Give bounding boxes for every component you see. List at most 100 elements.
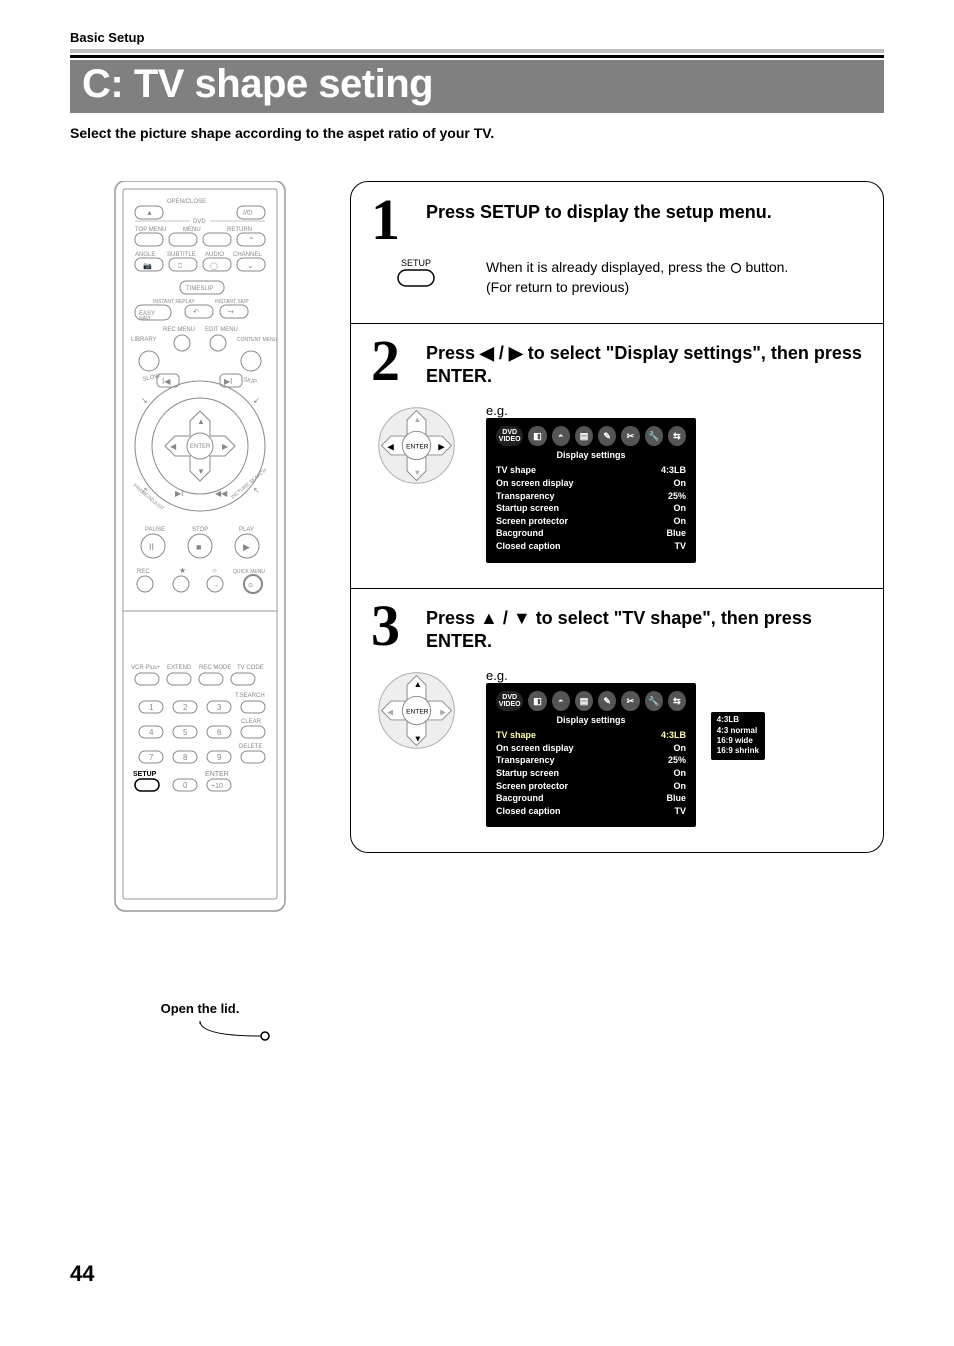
- svg-text:DVD: DVD: [193, 219, 206, 225]
- svg-text:+10: +10: [211, 783, 223, 790]
- svg-text:▶: ▶: [243, 542, 250, 552]
- svg-text:0: 0: [183, 781, 188, 790]
- svg-text:ENTER: ENTER: [205, 771, 229, 778]
- osd-icon: ✂: [621, 691, 639, 711]
- svg-text:↖: ↖: [253, 486, 260, 495]
- svg-text:REC MODE: REC MODE: [199, 665, 231, 671]
- osd-icon: ✎: [598, 691, 616, 711]
- svg-text:▶I: ▶I: [175, 489, 183, 498]
- svg-text:SETUP: SETUP: [133, 771, 157, 778]
- svg-text:○: ○: [212, 566, 217, 575]
- svg-text:INSTANT SKIP: INSTANT SKIP: [215, 299, 249, 305]
- svg-text:AUDIO: AUDIO: [205, 252, 224, 258]
- svg-text:RETURN: RETURN: [227, 227, 252, 233]
- svg-text:6: 6: [217, 728, 222, 737]
- step-1: 1 Press SETUP to display the setup menu.…: [350, 181, 884, 324]
- svg-text:◀: ◀: [387, 442, 394, 452]
- osd-preview: DVDVIDEO ◧ ◓ ▤ ✎ ✂ 🔧 ⇆ Display settings …: [486, 683, 696, 827]
- osd-title: Display settings: [496, 450, 686, 460]
- osd-icon: ◧: [528, 691, 546, 711]
- dvd-video-icon: DVDVIDEO: [496, 426, 523, 446]
- svg-text:REC MENU: REC MENU: [163, 327, 195, 333]
- svg-text:⌄: ⌄: [247, 261, 254, 270]
- svg-text:▲: ▲: [197, 417, 205, 426]
- svg-text:▶I: ▶I: [224, 377, 232, 386]
- svg-text:NAVI: NAVI: [139, 316, 150, 322]
- osd-icon: 🔧: [645, 426, 663, 446]
- svg-text:I◀: I◀: [162, 377, 171, 386]
- osd-icon: ◧: [528, 426, 546, 446]
- svg-text:▶: ▶: [222, 442, 229, 451]
- svg-text:EDIT MENU: EDIT MENU: [205, 327, 238, 333]
- step-title: Press ◀ / ▶ to select "Display settings"…: [426, 338, 863, 389]
- osd-icon: ✂: [621, 426, 639, 446]
- step-title: Press SETUP to display the setup menu.: [426, 197, 772, 224]
- setup-button-icon: [396, 268, 436, 288]
- svg-text:▲: ▲: [146, 210, 153, 217]
- svg-text:9: 9: [217, 753, 222, 762]
- rule-grey: [70, 49, 884, 53]
- osd-icon: ⇆: [668, 691, 686, 711]
- svg-text:↘: ↘: [141, 396, 148, 405]
- svg-text:ENTER: ENTER: [190, 444, 211, 450]
- svg-text:8: 8: [183, 753, 188, 762]
- open-lid-label: Open the lid.: [70, 1001, 330, 1016]
- main-area: OPEN/CLOSE ▲ I/⏻ DVD TOP MENU MENU RETUR…: [70, 181, 884, 1061]
- step-description: When it is already displayed, press the …: [486, 258, 788, 297]
- rule-black: [70, 55, 884, 58]
- page-number: 44: [70, 1261, 884, 1287]
- svg-text:7: 7: [149, 753, 154, 762]
- svg-text:▲: ▲: [413, 415, 420, 424]
- svg-text:↪: ↪: [228, 309, 234, 316]
- svg-text:▼: ▼: [197, 467, 205, 476]
- svg-text:CLEAR: CLEAR: [241, 719, 262, 725]
- svg-text:ENTER: ENTER: [406, 444, 429, 451]
- connector-line: [70, 1016, 330, 1056]
- svg-text:▼: ▼: [413, 734, 421, 744]
- svg-text:▼: ▼: [413, 468, 420, 477]
- svg-text:5: 5: [183, 728, 188, 737]
- step-number: 2: [371, 338, 416, 384]
- osd-icon: ⇆: [668, 426, 686, 446]
- osd-icon: ✎: [598, 426, 616, 446]
- svg-text:1: 1: [149, 703, 154, 712]
- svg-text:MENU: MENU: [183, 227, 201, 233]
- svg-text:SUBTITLE: SUBTITLE: [167, 252, 196, 258]
- step-number: 3: [371, 603, 416, 649]
- svg-text:QUICK MENU: QUICK MENU: [233, 569, 265, 575]
- svg-text:4: 4: [149, 728, 154, 737]
- svg-text:ANGLE: ANGLE: [135, 252, 155, 258]
- osd-icon: ▤: [575, 691, 593, 711]
- dvd-video-icon: DVDVIDEO: [496, 691, 523, 711]
- svg-text:TOP MENU: TOP MENU: [135, 227, 166, 233]
- options-popup: 4:3LB 4:3 normal 16:9 wide 16:9 shrink: [710, 711, 766, 761]
- remote-column: OPEN/CLOSE ▲ I/⏻ DVD TOP MENU MENU RETUR…: [70, 181, 330, 1061]
- svg-text:CHANNEL: CHANNEL: [233, 252, 262, 258]
- dpad-illustration: ENTER ▲ ▼ ◀ ▶: [371, 403, 461, 490]
- svg-text:REC: REC: [137, 569, 150, 575]
- svg-text:SKIP: SKIP: [243, 377, 258, 386]
- svg-text:◀◀: ◀◀: [215, 489, 228, 498]
- osd-preview: DVDVIDEO ◧ ◓ ▤ ✎ ✂ 🔧 ⇆ Display settings …: [486, 418, 696, 562]
- svg-text:INSTANT REPLAY: INSTANT REPLAY: [153, 299, 195, 305]
- svg-text:LIBRARY: LIBRARY: [131, 337, 157, 343]
- svg-text:↙: ↙: [253, 396, 260, 405]
- svg-text:II: II: [149, 542, 154, 552]
- svg-text:▲: ▲: [413, 679, 421, 689]
- header-label: Basic Setup: [70, 30, 884, 49]
- svg-text:CONTENT MENU: CONTENT MENU: [237, 337, 278, 343]
- o-icon: [730, 262, 742, 274]
- step-3: 3 Press ▲ / ▼ to select "TV shape", then…: [350, 588, 884, 854]
- svg-text:📷: 📷: [143, 262, 152, 270]
- svg-text:◀: ◀: [170, 442, 177, 451]
- svg-text:I/⏻: I/⏻: [243, 209, 253, 217]
- svg-text:T.SEARCH: T.SEARCH: [235, 693, 265, 699]
- setup-button-illustration: SETUP: [371, 258, 461, 290]
- svg-text:DELETE: DELETE: [239, 744, 262, 750]
- svg-text:EXTEND: EXTEND: [167, 665, 192, 671]
- eg-label: e.g.: [486, 403, 696, 418]
- osd-title: Display settings: [496, 715, 686, 725]
- osd-icon: ▤: [575, 426, 593, 446]
- svg-text:OPEN/CLOSE: OPEN/CLOSE: [167, 199, 206, 205]
- svg-text:ENTER: ENTER: [406, 709, 429, 716]
